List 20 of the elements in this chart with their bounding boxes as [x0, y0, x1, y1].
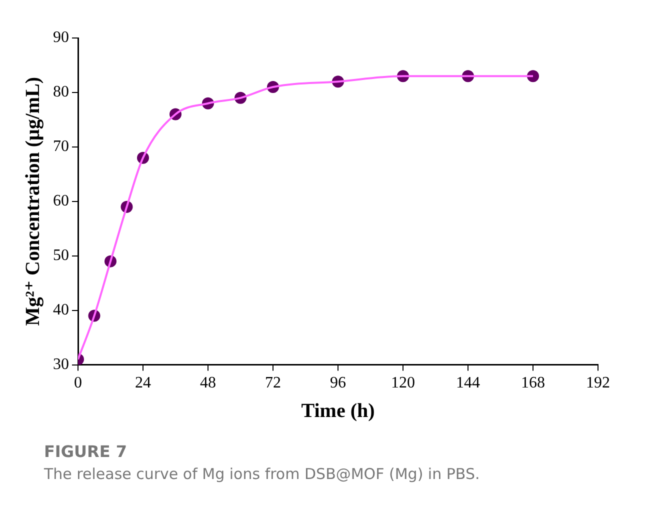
x-tick-label: 48: [200, 374, 216, 392]
x-tick-label: 0: [74, 374, 82, 392]
y-tick-label: 80: [53, 84, 69, 101]
y-axis-title: Mg²⁺ Concentration (μg/mL): [22, 76, 44, 326]
y-tick-label: 30: [53, 356, 69, 374]
text: The release curve of Mg ions from DSB@MOF (Mg) in PBS.: [44, 465, 481, 483]
x-tick-label: 24: [135, 374, 151, 392]
x-tick-label: 96: [330, 374, 346, 392]
x-tick-label: 72: [265, 374, 281, 392]
y-tick-label: 90: [53, 29, 69, 46]
y-tick-label: 50: [53, 247, 69, 264]
y-tick-label: 60: [53, 192, 69, 210]
x-axis-title: Time (h): [301, 400, 375, 422]
x-tick-label: 168: [521, 374, 545, 392]
x-tick-label: 120: [391, 374, 415, 392]
x-tick-label: 144: [456, 374, 480, 392]
x-tick-label: 192: [586, 374, 610, 392]
y-tick-label: 40: [53, 302, 69, 319]
y-tick-label: 70: [53, 138, 69, 156]
text: FIGURE 7: [44, 442, 128, 461]
